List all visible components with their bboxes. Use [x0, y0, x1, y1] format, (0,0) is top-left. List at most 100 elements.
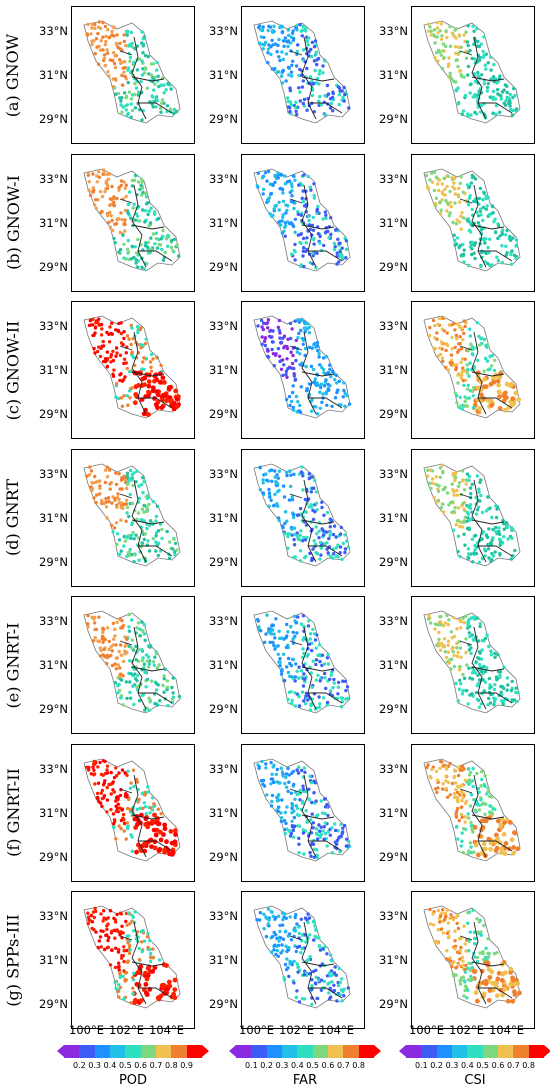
station-marker — [288, 833, 293, 838]
station-marker — [439, 22, 444, 26]
station-marker — [258, 487, 263, 491]
station-marker — [307, 916, 312, 920]
station-marker — [481, 55, 486, 59]
station-marker — [504, 244, 508, 248]
station-marker — [471, 394, 475, 398]
station-marker — [466, 263, 471, 267]
station-marker — [313, 924, 317, 928]
station-marker — [313, 542, 318, 546]
station-marker — [142, 479, 146, 483]
station-marker — [334, 534, 338, 539]
station-marker — [290, 361, 295, 366]
colorbar-swatch — [266, 1045, 282, 1058]
station-marker — [323, 230, 328, 234]
station-marker — [428, 481, 432, 485]
station-marker — [284, 635, 288, 640]
station-marker — [429, 33, 433, 37]
station-marker — [273, 173, 277, 177]
station-marker — [445, 342, 449, 346]
station-marker — [137, 483, 141, 488]
station-marker — [121, 816, 125, 820]
station-marker — [449, 959, 453, 963]
station-marker — [262, 35, 266, 40]
station-marker — [433, 324, 437, 328]
map-panel — [411, 153, 535, 292]
station-marker — [135, 673, 140, 678]
station-marker — [489, 68, 493, 72]
station-marker — [159, 983, 165, 988]
station-marker — [123, 770, 127, 774]
station-marker — [138, 964, 144, 969]
station-marker — [461, 478, 465, 483]
station-marker — [141, 44, 146, 48]
station-marker — [467, 555, 471, 560]
station-marker — [495, 951, 499, 955]
station-marker — [262, 783, 267, 788]
station-marker — [270, 934, 275, 939]
colorbar-tick-label: 0.7 — [506, 1061, 520, 1070]
station-marker — [161, 258, 166, 262]
station-marker — [264, 321, 268, 326]
station-marker — [97, 345, 101, 349]
station-marker — [329, 995, 333, 999]
station-marker — [446, 650, 451, 654]
station-marker — [115, 912, 119, 917]
station-marker — [143, 208, 148, 212]
station-marker — [142, 375, 148, 381]
station-marker — [257, 41, 262, 45]
station-marker — [161, 234, 165, 238]
station-marker — [296, 336, 300, 340]
basin-map — [253, 168, 351, 271]
station-marker — [480, 648, 484, 652]
station-marker — [281, 215, 285, 219]
station-marker — [118, 805, 122, 810]
station-marker — [436, 48, 441, 52]
station-marker — [92, 346, 96, 351]
station-marker — [461, 190, 465, 194]
station-marker — [333, 377, 337, 382]
station-marker — [130, 353, 135, 358]
basin-map — [253, 315, 352, 419]
station-marker — [470, 537, 474, 541]
basin-outline — [83, 758, 181, 861]
sub-basin-boundary — [131, 961, 165, 967]
station-marker — [509, 525, 514, 529]
colorbar-tick-label: 0.2 — [430, 1061, 444, 1070]
station-marker — [277, 469, 282, 473]
station-marker — [443, 621, 448, 625]
station-marker — [452, 795, 457, 799]
station-marker — [342, 85, 346, 90]
station-marker — [98, 491, 102, 496]
station-marker — [123, 186, 127, 190]
station-marker — [307, 382, 312, 386]
station-marker — [112, 203, 117, 207]
station-marker — [472, 668, 476, 672]
station-marker — [438, 211, 443, 215]
station-marker — [109, 523, 114, 527]
station-marker — [118, 58, 122, 62]
station-marker — [466, 349, 470, 353]
station-marker — [435, 790, 439, 794]
station-marker — [279, 24, 283, 28]
station-marker — [298, 788, 302, 792]
station-marker — [145, 261, 149, 265]
station-marker — [465, 519, 469, 523]
station-marker — [123, 222, 127, 226]
station-marker — [91, 171, 95, 176]
station-marker — [112, 368, 116, 372]
station-marker — [309, 671, 313, 675]
station-marker — [261, 25, 265, 29]
station-marker — [479, 42, 483, 46]
station-marker — [467, 666, 471, 670]
station-marker — [305, 535, 309, 539]
station-marker — [266, 907, 271, 911]
station-marker — [135, 324, 140, 329]
station-marker — [452, 653, 456, 658]
station-marker — [155, 356, 159, 360]
station-marker — [436, 59, 440, 63]
station-marker — [94, 930, 98, 934]
station-marker — [477, 489, 481, 494]
station-marker — [108, 909, 113, 913]
station-marker — [332, 523, 337, 528]
station-marker — [141, 490, 145, 494]
